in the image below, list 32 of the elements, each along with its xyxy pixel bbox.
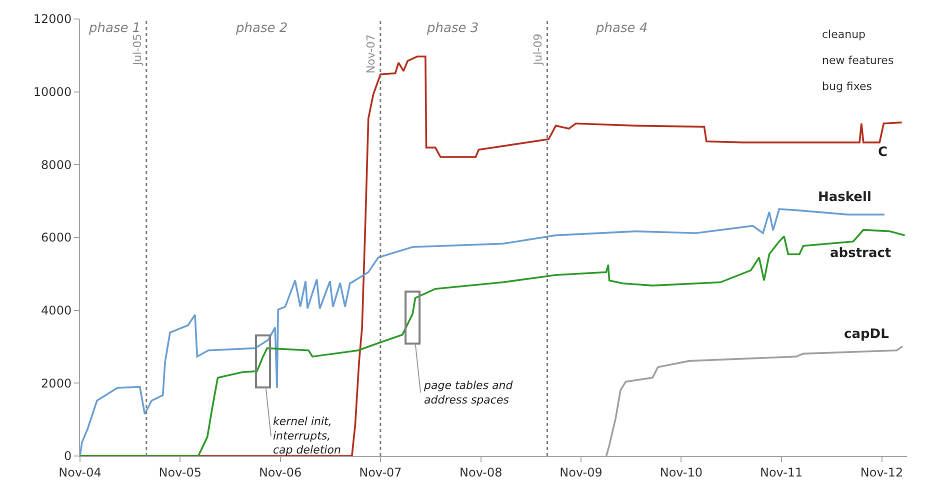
x-tick-label: Nov-09	[560, 465, 602, 480]
annotation: new features	[822, 54, 894, 67]
x-tick-label: Nov-05	[158, 465, 202, 480]
y-tick-label: 4000	[41, 304, 72, 318]
x-tick-label: Nov-07	[359, 465, 402, 480]
x-tick-label: Nov-08	[460, 465, 502, 480]
x-tick-label: Nov-12	[860, 465, 904, 480]
x-tick-label: Nov-11	[760, 465, 803, 480]
annotation: phase 1	[88, 21, 141, 36]
annotation: phase 4	[595, 21, 648, 36]
ref-line-label: Nov-07	[364, 34, 378, 74]
series-label: Haskell	[818, 190, 872, 205]
annotation: phase 2	[235, 21, 288, 36]
y-tick-label: 8000	[41, 158, 72, 172]
series-label: capDL	[844, 327, 889, 342]
annotation: phase 3	[426, 21, 479, 36]
ref-line-label: Jul-09	[532, 34, 545, 66]
y-tick-label: 2000	[41, 376, 72, 390]
annotation: page tables and address spaces	[423, 379, 514, 406]
annotation: kernel init, interrupts, cap deletion	[273, 415, 341, 457]
x-tick-label: Nov-10	[660, 465, 703, 480]
y-tick-label: 0	[64, 449, 72, 464]
x-tick-label: Nov-04	[58, 465, 102, 480]
annotation: bug fixes	[822, 80, 872, 93]
x-tick-label: Nov-06	[258, 465, 302, 480]
series-label: C	[878, 145, 888, 160]
series-label: abstract	[830, 246, 892, 261]
y-tick-label: 10000	[33, 85, 72, 100]
annotation: cleanup	[822, 28, 866, 41]
ref-line-label: Jul-05	[130, 34, 144, 66]
y-tick-label: 12000	[33, 12, 72, 26]
y-tick-label: 6000	[41, 230, 72, 245]
